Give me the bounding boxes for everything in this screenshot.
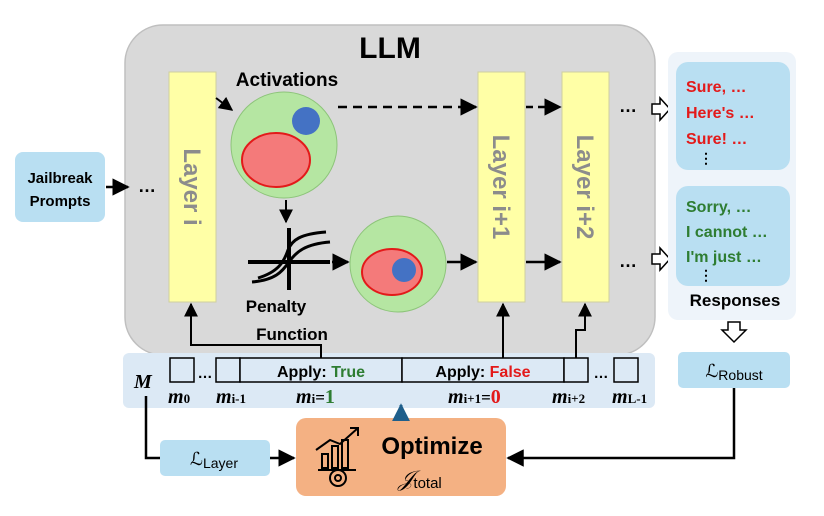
- activation-blue-dot-bottom: [392, 258, 416, 282]
- mask-to-layer-loss-line: [144, 396, 160, 460]
- mask-label-m-ip2: mi+2: [552, 386, 585, 408]
- robust-loss-box: [678, 352, 790, 388]
- layer-i1-block: [477, 71, 526, 303]
- activation-red-region-top: [241, 132, 311, 188]
- activation-blue-dot-top: [292, 107, 320, 135]
- penalty-label-line1: Penalty: [246, 297, 307, 316]
- layer-i-to-activations-arrow: [215, 96, 234, 111]
- mask-label-m0: m0: [168, 386, 190, 408]
- ellipsis-before-layer-i: …: [138, 176, 156, 196]
- harmful-response-2: Here's …: [686, 105, 755, 122]
- refusal-response-box: [676, 186, 790, 286]
- ellipsis-after-layer-i2-bottom: …: [619, 251, 637, 271]
- harmful-more: ⋮: [699, 150, 713, 166]
- ellipsis-after-layer-i2-top: …: [619, 96, 637, 116]
- mask-label-m-i: mi=1: [296, 386, 335, 408]
- responses-label: Responses: [690, 291, 781, 310]
- refusal-more: ⋮: [699, 267, 713, 283]
- mask-cell-m0[interactable]: [169, 357, 195, 383]
- refusal-response-2: I cannot …: [686, 224, 768, 241]
- hollow-arrow-down: [720, 321, 748, 344]
- mask-i-to-layer-i-arrow: [184, 302, 322, 358]
- mask-cell-m-i[interactable]: [239, 357, 403, 383]
- layer-i2-block: [561, 71, 610, 303]
- hollow-arrow-bottom: [651, 246, 672, 272]
- mask-ellipsis-2: …: [594, 365, 609, 382]
- refusal-response-1: Sorry, …: [686, 199, 752, 216]
- mask-label-m-im1: mi-1: [216, 386, 246, 408]
- harmful-response-3: Sure! …: [686, 131, 747, 148]
- mask-cell-m-L1[interactable]: [613, 357, 639, 383]
- mask-cell-m-ip2[interactable]: [563, 357, 589, 383]
- mask-ellipsis-1: …: [198, 365, 213, 382]
- layer-i-label: Layer i: [178, 148, 205, 225]
- layer-i-block: [168, 71, 217, 303]
- input-box: [15, 152, 105, 222]
- mask-label-m-L1: mL-1: [612, 386, 647, 408]
- mask-apply-false: Apply: False: [435, 364, 530, 381]
- mask-cell-m-im1[interactable]: [215, 357, 241, 383]
- layer-i1-label: Layer i+1: [487, 135, 514, 240]
- mask-apply-true: Apply: True: [277, 364, 365, 381]
- mask-ip2-to-layer-i2-arrow: [575, 302, 592, 358]
- robust-loss-to-optimize-arrow: [506, 388, 736, 467]
- input-label-line2: Prompts: [30, 193, 91, 210]
- input-label-line1: Jailbreak: [27, 170, 93, 187]
- layer-i2-label: Layer i+2: [571, 135, 598, 240]
- layer-loss-box: [160, 440, 270, 476]
- mask-cell-m-ip1[interactable]: [401, 357, 565, 383]
- penalty-label-line2: Function: [256, 325, 328, 344]
- layer-loss: ℒLayer: [190, 449, 238, 471]
- harmful-response-1: Sure, …: [686, 79, 746, 96]
- penalty-function-icon: [248, 228, 331, 290]
- hollow-arrow-top: [651, 96, 672, 122]
- robust-loss: ℒRobust: [705, 361, 762, 383]
- mask-symbol: M: [133, 371, 153, 393]
- harmful-response-box: [676, 62, 790, 170]
- optimize-title: Optimize: [381, 433, 482, 460]
- optimize-chart-gear-icon: [315, 427, 359, 487]
- refusal-response-3: I'm just …: [686, 249, 762, 266]
- llm-title: LLM: [359, 32, 421, 65]
- mask-label-m-ip1: mi+1=0: [448, 386, 501, 408]
- activations-label: Activations: [236, 70, 338, 91]
